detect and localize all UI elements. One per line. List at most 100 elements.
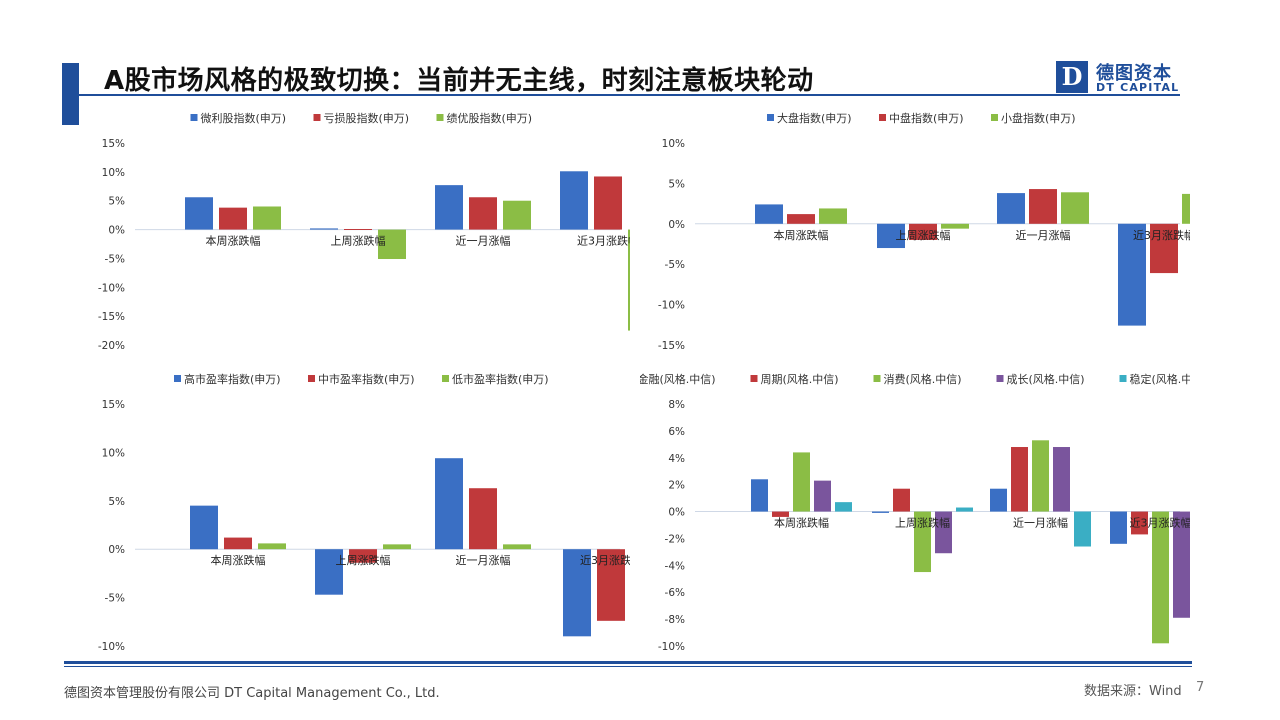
chart-svg: 微利股指数(申万) 亏损股指数(申万) 绩优股指数(申万) 15% 10% 5% 0% -5%… [98, 111, 630, 352]
chart-profit-style: 微利股指数(申万) 亏损股指数(申万) 绩优股指数(申万) 15% 10% 5% 0% -5%… [80, 105, 630, 355]
bar-2-1-0 [224, 537, 252, 550]
category-label: 近3月涨跌幅 [577, 234, 630, 248]
legend-swatch [996, 375, 1004, 382]
category-label: 本周涨跌幅 [774, 516, 829, 530]
legend-label: 中盘指数(申万) [889, 111, 964, 125]
bar-2-2-1 [383, 544, 411, 550]
bar-0-0-3 [560, 171, 588, 230]
y-tick-label: -15% [98, 311, 125, 323]
y-tick-label: 0% [668, 507, 685, 519]
bar-3-4-1 [956, 507, 973, 512]
bar-3-4-2 [1074, 511, 1091, 547]
legend-label: 成长(风格.中信) [1007, 372, 1085, 386]
bar-3-3-2 [1053, 447, 1070, 512]
bar-0-1-1 [344, 228, 372, 230]
bar-3-0-0 [751, 479, 768, 512]
bar-3-1-3 [1131, 511, 1148, 535]
bar-1-2-0 [819, 208, 847, 224]
logo-mark-icon: D [1056, 61, 1088, 93]
y-tick-label: -10% [658, 300, 685, 312]
y-tick-label: 10% [102, 447, 125, 459]
bar-3-2-0 [793, 452, 810, 512]
y-tick-label: 10% [662, 138, 685, 150]
bar-3-1-1 [893, 488, 910, 512]
bar-3-0-2 [990, 488, 1007, 512]
bar-2-0-2 [435, 458, 463, 550]
y-tick-label: -5% [665, 259, 685, 271]
y-tick-label: 15% [102, 399, 125, 411]
y-tick-label: -15% [658, 340, 685, 352]
legend-label: 金融(风格.中信) [640, 372, 716, 386]
category-label: 上周涨跌幅 [896, 228, 951, 242]
bar-0-0-1 [310, 228, 338, 230]
footer-divider [64, 661, 1192, 664]
bar-2-0-1 [315, 549, 343, 595]
legend-label: 微利股指数(申万) [201, 111, 287, 125]
category-label: 近3月涨跌幅 [1130, 516, 1191, 530]
legend-swatch [174, 375, 181, 382]
bar-2-1-3 [597, 549, 625, 621]
bar-1-0-1 [877, 223, 905, 249]
y-tick-label: -10% [98, 641, 125, 653]
bar-0-1-0 [219, 207, 247, 230]
company-logo: D 德图资本 DT CAPITAL [1056, 61, 1184, 95]
legend-swatch [1119, 375, 1127, 382]
y-tick-label: 5% [108, 496, 125, 508]
bar-2-1-2 [469, 488, 497, 550]
category-label: 上周涨跌幅 [331, 234, 386, 248]
bar-1-1-3 [1150, 223, 1178, 274]
category-label: 上周涨跌幅 [895, 516, 950, 530]
bar-2-2-0 [258, 543, 286, 550]
page-number: 7 [1196, 680, 1205, 695]
category-label: 近一月涨幅 [456, 235, 511, 248]
legend-label: 中市盈率指数(申万) [318, 372, 415, 386]
title-accent-bar [62, 63, 79, 125]
legend-label: 周期(风格.中信) [761, 372, 839, 386]
logo-english-name: DT CAPITAL [1096, 81, 1180, 94]
legend-label: 稳定(风格.中信) [1130, 372, 1191, 386]
bar-3-3-0 [814, 480, 831, 512]
y-tick-label: 4% [668, 453, 685, 465]
y-tick-label: 5% [108, 196, 125, 208]
legend-label: 小盘指数(申万) [1001, 111, 1076, 125]
bar-2-1-1 [349, 549, 377, 563]
legend-label: 低市盈率指数(申万) [452, 372, 549, 386]
bar-0-0-2 [435, 185, 463, 230]
legend-swatch [879, 114, 886, 121]
y-tick-label: -5% [105, 593, 125, 605]
bar-3-2-3 [1152, 511, 1169, 644]
legend-swatch [750, 375, 758, 382]
bar-0-0-0 [185, 197, 213, 230]
y-tick-label: -8% [665, 614, 685, 626]
legend-label: 绩优股指数(申万) [447, 111, 533, 125]
legend-swatch [190, 114, 198, 121]
bar-1-2-2 [1061, 192, 1089, 224]
chart-svg: 大盘指数(申万) 中盘指数(申万) 小盘指数(申万) 10% 5% 0% -5% -10% -1… [658, 111, 1190, 352]
y-tick-label: 15% [102, 138, 125, 150]
bar-0-1-2 [469, 197, 497, 230]
legend-swatch [767, 114, 774, 121]
legend-swatch [991, 114, 998, 121]
chart-svg: 高市盈率指数(申万) 中市盈率指数(申万) 低市盈率指数(申万) 15% 10% 5% 0%… [98, 372, 630, 653]
y-tick-label: -20% [98, 340, 125, 352]
bar-1-0-3 [1118, 223, 1146, 326]
y-tick-label: 8% [668, 399, 685, 411]
category-label: 本周涨跌幅 [774, 228, 829, 242]
legend-swatch [442, 375, 449, 382]
y-tick-label: -6% [665, 587, 685, 599]
legend-label: 大盘指数(申万) [777, 111, 852, 125]
bar-1-2-1 [941, 223, 969, 229]
logo-mark-letter: D [1061, 62, 1083, 91]
legend-swatch [313, 114, 321, 121]
bar-1-2-3 [1182, 193, 1190, 224]
logo-chinese-name: 德图资本 [1096, 63, 1172, 84]
y-tick-label: 0% [108, 225, 125, 237]
y-tick-label: 2% [668, 480, 685, 492]
bar-0-2-2 [503, 200, 531, 230]
legend-swatch [436, 114, 444, 121]
bar-3-3-1 [935, 511, 952, 554]
legend-label: 高市盈率指数(申万) [184, 372, 281, 386]
y-tick-label: -4% [665, 560, 685, 572]
chart-pe-style: 高市盈率指数(申万) 中市盈率指数(申万) 低市盈率指数(申万) 15% 10% 5% 0%… [80, 366, 630, 656]
category-label: 近一月涨幅 [1013, 517, 1068, 530]
